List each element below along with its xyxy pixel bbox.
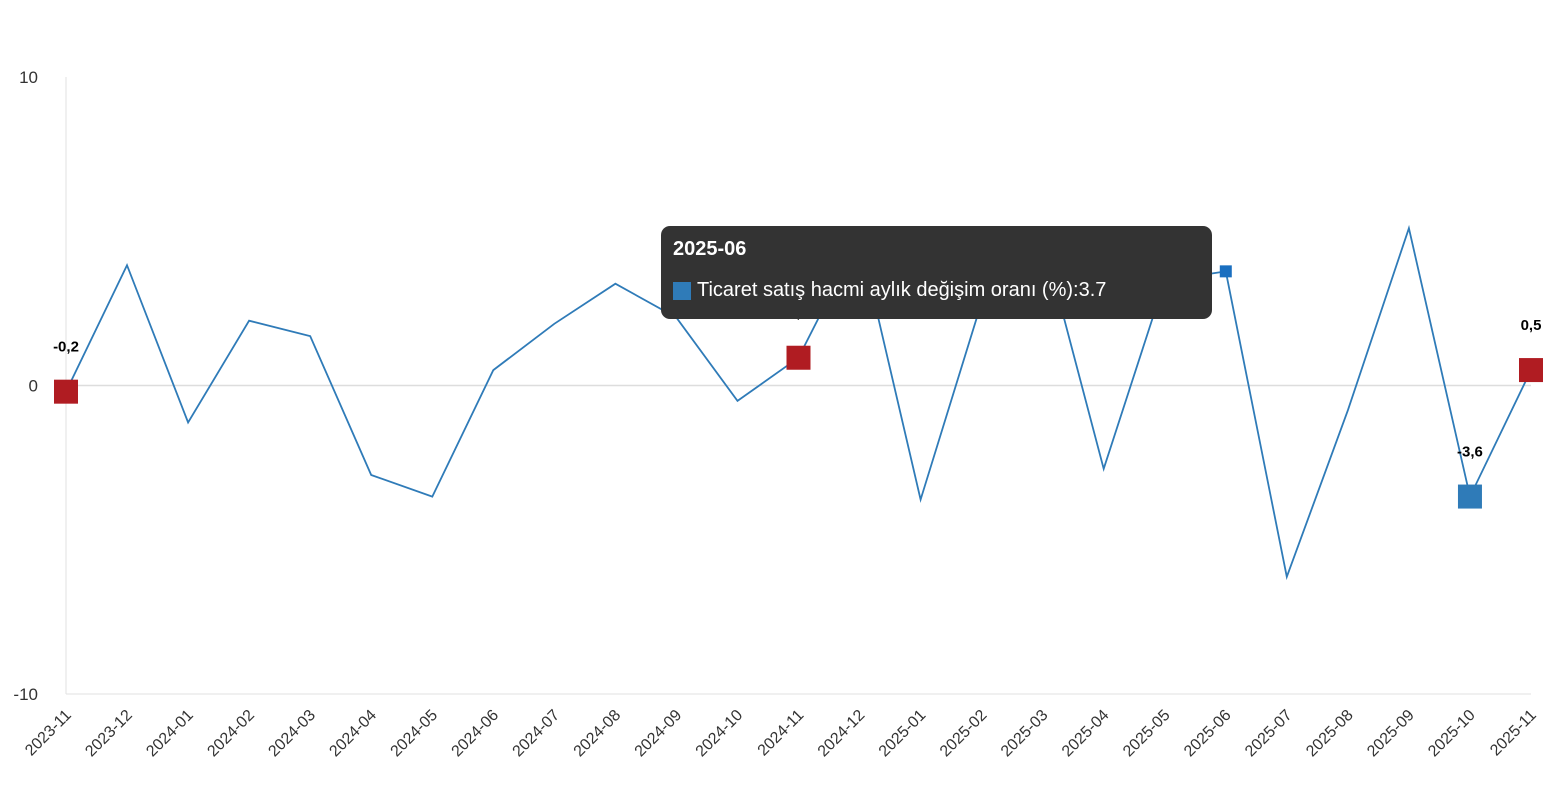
- x-tick-label: 2024-12: [815, 707, 869, 761]
- x-tick-label: 2024-02: [204, 707, 258, 761]
- x-tick-label: 2024-11: [755, 707, 808, 760]
- y-tick-label: 10: [19, 68, 38, 87]
- x-tick-label: 2025-06: [1181, 707, 1235, 761]
- tooltip-value: 3.7: [1078, 279, 1107, 301]
- data-label: -3,6: [1457, 444, 1483, 461]
- data-label: -0,2: [53, 339, 79, 356]
- highlight-marker: [1457, 484, 1482, 509]
- tooltip-series-name: Ticaret satış hacmi aylık değişim oranı …: [697, 279, 1074, 301]
- x-tick-label: 2025-03: [998, 707, 1052, 761]
- x-tick-label: 2025-02: [937, 707, 991, 761]
- x-tick-label: 2025-04: [1059, 707, 1113, 761]
- x-tick-label: 2025-05: [1120, 707, 1174, 761]
- markers-group: [54, 265, 1543, 509]
- x-tick-label: 2023-12: [82, 707, 136, 761]
- y-tick-label: 0: [29, 377, 38, 396]
- x-tick-label: 2025-10: [1425, 707, 1479, 761]
- x-tick-label: 2025-08: [1303, 707, 1357, 761]
- x-tick-label: 2024-01: [143, 707, 197, 761]
- x-tick-label: 2024-07: [510, 707, 564, 761]
- tooltip-row: Ticaret satış hacmi aylık değişim oranı …: [673, 279, 1200, 302]
- x-tick-label: 2025-01: [876, 707, 930, 761]
- chart-axes: [65, 77, 1531, 695]
- tooltip-title: 2025-06: [673, 238, 747, 260]
- hover-marker: [1219, 265, 1232, 278]
- data-label: 0,5: [1521, 317, 1542, 334]
- x-tick-label: 2024-08: [571, 707, 625, 761]
- x-axis-ticks: 2023-11 2023-12 2024-01 2024-02 2024-03 2024-…: [22, 707, 1540, 761]
- highlight-marker: [1519, 358, 1543, 383]
- highlight-marker: [786, 345, 811, 370]
- tooltip-separator: :: [1073, 279, 1079, 301]
- x-tick-label: 2024-03: [265, 707, 319, 761]
- x-tick-label: 2024-10: [693, 707, 747, 761]
- x-tick-label: 2024-06: [449, 707, 503, 761]
- x-tick-label: 2025-11: [1487, 707, 1540, 760]
- x-tick-label: 2024-05: [388, 707, 442, 761]
- highlight-marker: [54, 379, 78, 404]
- x-tick-label: 2024-09: [632, 707, 686, 761]
- tooltip-series-swatch: [673, 281, 691, 300]
- x-tick-label: 2025-07: [1242, 707, 1296, 761]
- y-tick-label: -10: [13, 685, 38, 704]
- x-tick-label: 2023-11: [22, 707, 75, 760]
- y-axis-ticks: 10 0 -10: [13, 68, 38, 704]
- x-tick-label: 2025-09: [1364, 707, 1418, 761]
- chart-tooltip: 2025-06 Ticaret satış hacmi aylık değişi…: [661, 226, 1212, 319]
- x-tick-label: 2024-04: [326, 707, 380, 761]
